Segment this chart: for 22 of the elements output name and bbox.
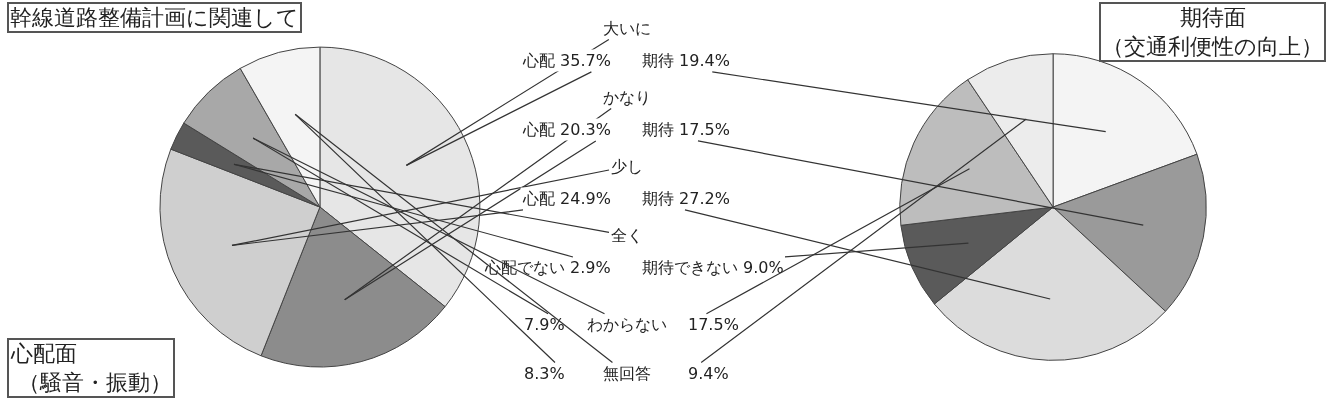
slice-label: 少し	[611, 157, 643, 176]
slice-label: 無回答	[603, 364, 651, 383]
data-label: 17.5%	[688, 315, 739, 334]
data-label: 期待できない 9.0%	[642, 258, 784, 277]
data-label: 期待 17.5%	[642, 120, 730, 139]
text: 幹線道路整備計画に関連して	[10, 5, 299, 30]
text: 心配面	[10, 341, 77, 366]
data-label: 9.4%	[688, 364, 729, 383]
slice-label: かなり	[603, 88, 651, 107]
data-label: 心配 20.3%	[522, 120, 611, 139]
data-label: 期待 27.2%	[642, 189, 730, 208]
data-label: 心配 24.9%	[522, 189, 611, 208]
slice-label: わからない	[587, 315, 667, 334]
chart-subtitle: （交通利便性の向上）	[1102, 33, 1323, 59]
data-label: 心配 35.7%	[522, 51, 611, 70]
data-label: 8.3%	[524, 364, 565, 383]
data-label: 期待 19.4%	[642, 51, 730, 70]
slice-label: 大いに	[603, 19, 651, 38]
chart-title: 期待面	[1179, 5, 1246, 30]
text: （騒音・振動）	[11, 369, 172, 395]
slice-label: 全く	[611, 226, 643, 245]
data-label: 7.9%	[524, 315, 565, 334]
